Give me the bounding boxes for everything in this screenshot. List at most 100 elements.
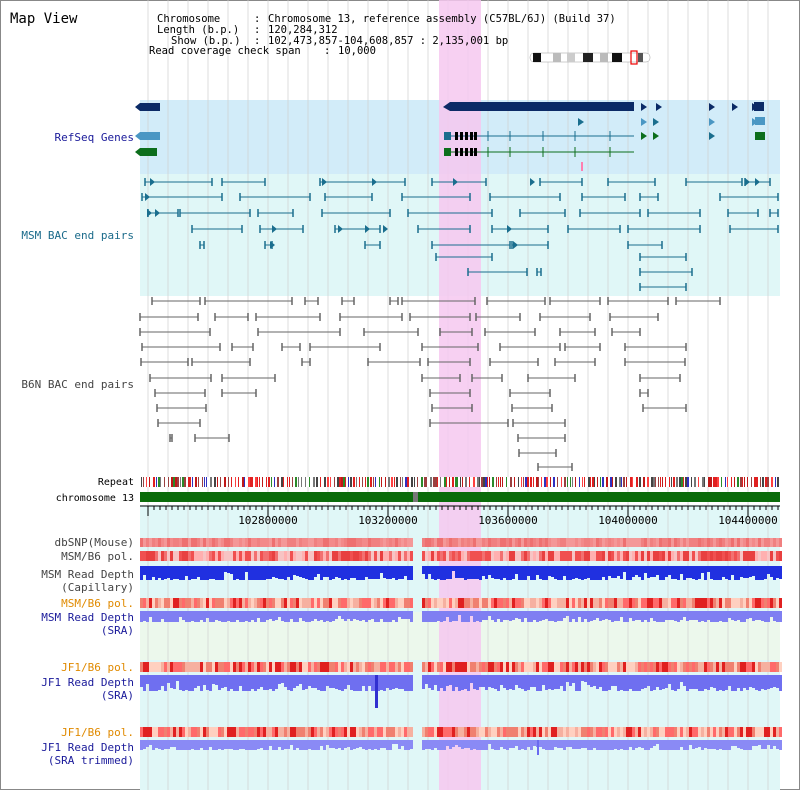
repeat-element — [153, 477, 155, 487]
track-label-msm-read-depth-sra[interactable]: MSM Read Depth — [41, 611, 134, 624]
depth-bin — [428, 611, 431, 622]
variant-bin — [581, 598, 584, 608]
depth-bin — [623, 611, 626, 622]
track-label-msm-b6-pol-sra[interactable]: MSM/B6 pol. — [61, 597, 134, 610]
variant-bin — [770, 662, 773, 672]
vertical-gridlines — [147, 0, 769, 790]
repeat-element — [424, 477, 426, 487]
depth-bin — [695, 566, 698, 580]
gene-exon[interactable] — [444, 148, 451, 156]
variant-bin — [359, 662, 362, 672]
variant-bin — [596, 551, 599, 561]
variant-bin — [167, 538, 170, 547]
track-label-dbsnp[interactable]: dbSNP(Mouse) — [55, 536, 134, 549]
track-label-sra-trimmed[interactable]: (SRA trimmed) — [48, 754, 134, 767]
gene-feature[interactable] — [140, 103, 160, 111]
depth-bin — [422, 566, 425, 574]
gene-feature[interactable] — [140, 132, 160, 140]
variant-bin — [299, 662, 302, 672]
depth-bin — [491, 675, 494, 688]
gene-strand-arrow — [653, 118, 659, 126]
repeat-element — [619, 477, 621, 487]
b6n-bac-end-pairs-track[interactable] — [139, 297, 721, 471]
gene-feature[interactable] — [140, 148, 157, 156]
track-label-jf1-sra[interactable]: (SRA) — [101, 689, 134, 702]
track-label-msm-read-depth[interactable]: MSM Read Depth — [41, 568, 134, 581]
variant-bin — [527, 551, 530, 561]
depth-bin — [596, 740, 599, 750]
chromosome-bar[interactable] — [140, 492, 780, 502]
gene-strand-arrow — [135, 103, 140, 111]
variant-bin — [350, 551, 353, 561]
variant-bin — [734, 538, 737, 547]
depth-bin — [599, 675, 602, 687]
depth-bin — [161, 566, 164, 580]
variant-bin — [707, 662, 710, 672]
depth-bin — [590, 611, 593, 621]
track-label-chromosome[interactable]: chromosome 13 — [56, 493, 134, 504]
track-label-msm-b6-pol[interactable]: MSM/B6 pol. — [61, 550, 134, 563]
variant-bin — [557, 538, 560, 547]
variant-bin — [698, 662, 701, 672]
depth-bin — [452, 740, 455, 747]
chromosome-ideogram[interactable] — [529, 50, 651, 65]
variant-bin — [404, 727, 407, 737]
depth-bin — [629, 740, 632, 747]
track-label-b6n-bac[interactable]: B6N BAC end pairs — [21, 378, 134, 391]
track-label-jf1-b6-pol-2[interactable]: JF1/B6 pol. — [61, 726, 134, 739]
refseq-genes-track[interactable] — [135, 102, 765, 171]
depth-bin — [722, 675, 725, 691]
depth-bin — [638, 740, 641, 747]
variant-and-depth-tracks[interactable] — [140, 538, 782, 755]
variant-bin — [347, 598, 350, 608]
track-label-msm-bac[interactable]: MSM BAC end pairs — [21, 229, 134, 242]
repeat-element — [777, 477, 779, 487]
depth-bin — [344, 740, 347, 748]
depth-bin — [752, 675, 755, 688]
variant-bin — [620, 538, 623, 547]
track-label-jf1-b6-pol[interactable]: JF1/B6 pol. — [61, 661, 134, 674]
variant-bin — [461, 538, 464, 547]
variant-bin — [398, 662, 401, 672]
track-label-jf1-read-depth-2[interactable]: JF1 Read Depth — [41, 741, 134, 754]
repeat-element — [630, 477, 632, 487]
variant-bin — [338, 551, 341, 561]
variant-bin — [410, 538, 413, 547]
repeat-track[interactable] — [140, 477, 780, 487]
track-label-capillary[interactable]: (Capillary) — [61, 581, 134, 594]
depth-bin — [668, 740, 671, 750]
depth-bin — [440, 675, 443, 688]
depth-bin — [635, 611, 638, 620]
repeat-element — [452, 477, 454, 487]
depth-bin — [689, 675, 692, 689]
depth-bin — [461, 740, 464, 749]
variant-bin — [380, 551, 383, 561]
track-label-refseq[interactable]: RefSeq Genes — [55, 131, 134, 144]
gene-feature — [754, 102, 764, 111]
msm-bac-end-pairs-track[interactable] — [141, 178, 779, 291]
variant-bin — [368, 551, 371, 561]
depth-bin — [737, 611, 740, 620]
track-label-repeat[interactable]: Repeat — [98, 477, 134, 488]
selected-region-highlight[interactable] — [439, 0, 481, 790]
variant-bin — [227, 538, 230, 547]
gene-feature — [755, 117, 765, 125]
depth-bin — [758, 675, 761, 691]
repeat-element — [437, 477, 438, 487]
gene-feature[interactable] — [450, 102, 634, 111]
track-label-jf1-read-depth[interactable]: JF1 Read Depth — [41, 676, 134, 689]
variant-bin — [296, 727, 299, 737]
variant-bin — [173, 727, 176, 737]
variant-bin — [743, 551, 746, 561]
depth-bin — [551, 740, 554, 750]
variant-bin — [533, 538, 536, 547]
gene-exon[interactable] — [444, 132, 451, 140]
variant-bin — [740, 598, 743, 608]
variant-bin — [485, 551, 488, 561]
repeat-element — [639, 477, 641, 487]
depth-bin — [557, 566, 560, 580]
track-label-sra[interactable]: (SRA) — [101, 624, 134, 637]
variant-bin — [611, 727, 614, 737]
variant-bin — [527, 662, 530, 672]
